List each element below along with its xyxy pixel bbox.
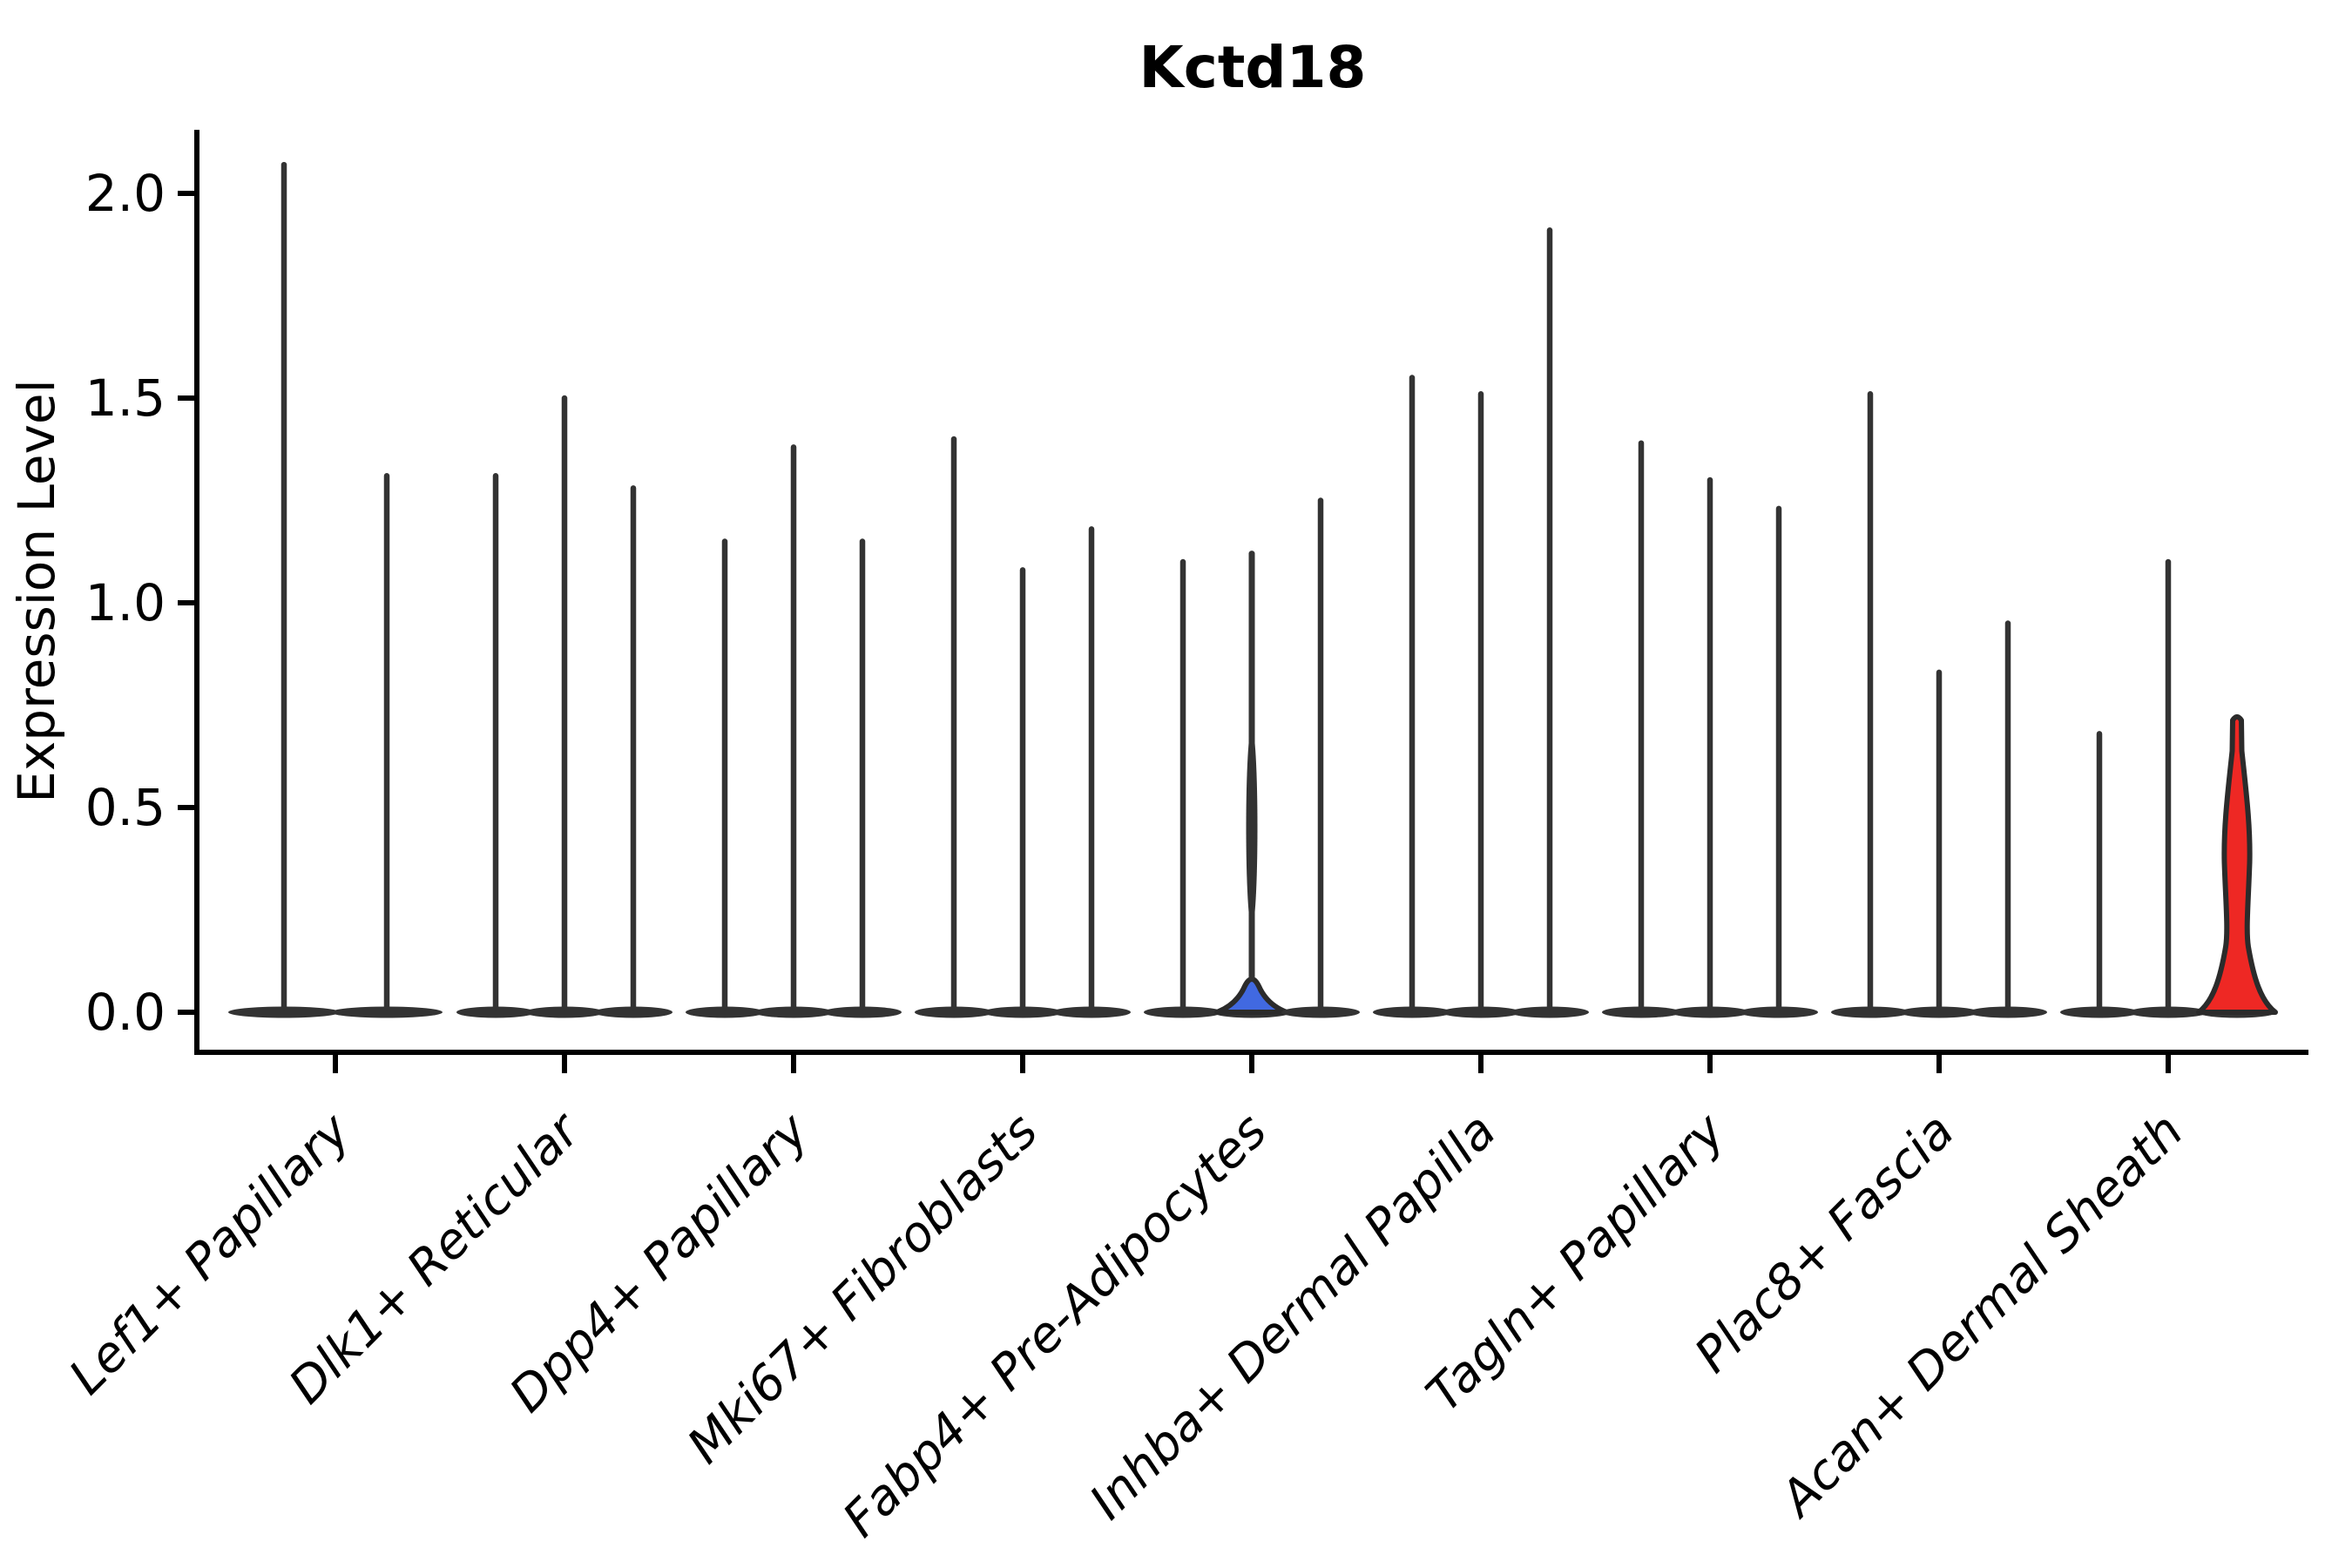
violin-base bbox=[1373, 1006, 1451, 1018]
violin-base bbox=[1281, 1006, 1360, 1018]
violin-base bbox=[983, 1006, 1062, 1018]
violin-base bbox=[1052, 1006, 1131, 1018]
violin-base bbox=[456, 1006, 535, 1018]
violin-base bbox=[2060, 1006, 2139, 1018]
y-tick-label: 1.0 bbox=[85, 573, 166, 632]
y-tick-label: 1.5 bbox=[85, 368, 166, 428]
violin-base bbox=[1671, 1006, 1749, 1018]
x-tick-label: Fabp4+ Pre-Adipocytes bbox=[833, 1103, 1278, 1548]
x-tick-label: Inhba+ Dermal Papilla bbox=[1079, 1103, 1507, 1531]
violin-base bbox=[1442, 1006, 1520, 1018]
y-tick-label: 0.5 bbox=[85, 778, 166, 837]
y-tick-label: 2.0 bbox=[85, 164, 166, 223]
violin-base bbox=[1602, 1006, 1680, 1018]
violin-base bbox=[331, 1006, 443, 1018]
violin-base bbox=[1511, 1006, 1589, 1018]
violin-base bbox=[915, 1006, 993, 1018]
violin-highlight-blue bbox=[1214, 977, 1289, 1015]
violin-base bbox=[1144, 1006, 1222, 1018]
violin-base bbox=[525, 1006, 604, 1018]
violin-base bbox=[754, 1006, 833, 1018]
y-axis-label: Expression Level bbox=[7, 379, 66, 802]
violin-base bbox=[823, 1006, 902, 1018]
plot-title: Kctd18 bbox=[1139, 34, 1367, 101]
violin-base bbox=[594, 1006, 672, 1018]
violin-base bbox=[2129, 1006, 2207, 1018]
violin-mid-bulge bbox=[1246, 727, 1258, 928]
violin-base bbox=[1900, 1006, 1978, 1018]
violin-base bbox=[1969, 1006, 2047, 1018]
violin-base bbox=[228, 1006, 340, 1018]
violin-base bbox=[1831, 1006, 1909, 1018]
violin-base bbox=[686, 1006, 764, 1018]
violin-base bbox=[1740, 1006, 1818, 1018]
violin-highlight-red bbox=[2196, 713, 2278, 1015]
x-tick-label: Acan+ Dermal Sheath bbox=[1768, 1103, 2194, 1529]
y-tick-label: 0.0 bbox=[85, 983, 166, 1042]
